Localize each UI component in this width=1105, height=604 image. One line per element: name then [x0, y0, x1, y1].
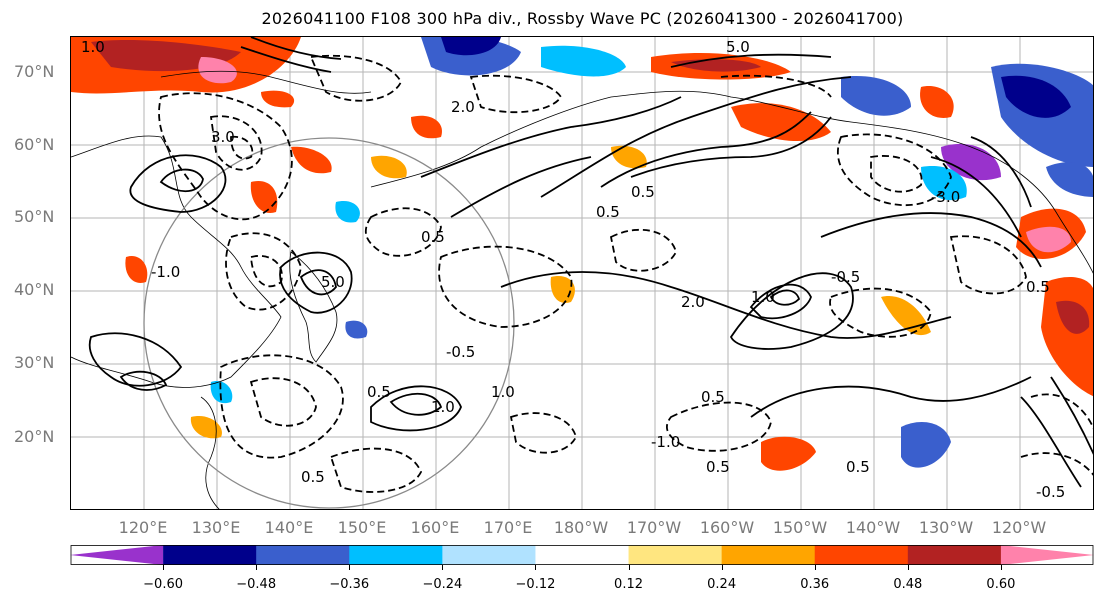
colorbar-tick-label: −0.36	[329, 577, 370, 592]
lon-label-150w: 150°W	[772, 518, 828, 537]
colorbar-cell	[256, 545, 350, 565]
contour-label: 0.5	[1026, 278, 1050, 296]
coastlines	[71, 70, 1093, 509]
colorbar-tick-mark	[1000, 565, 1002, 570]
lon-label-180w: 180°W	[553, 518, 609, 537]
colorbar-cell	[907, 545, 1002, 565]
lon-label-170w: 170°W	[626, 518, 682, 537]
lon-label-160e: 160°E	[410, 518, 460, 537]
colorbar-tick-label: 0.36	[800, 577, 830, 592]
contour-label: 1.0	[491, 383, 515, 401]
colorbar-frame	[70, 545, 1094, 565]
contour-label: 1.0	[431, 398, 455, 416]
lon-label-140w: 140°W	[845, 518, 901, 537]
colorbar-cell	[814, 545, 909, 565]
colorbar-cell	[628, 545, 723, 565]
colorbar-tick-mark	[628, 565, 630, 570]
colorbar-tick-label: 0.24	[707, 577, 737, 592]
contour-label: 2.0	[681, 293, 705, 311]
contour-label: 5.0	[726, 38, 750, 56]
contour-label: -1.0	[151, 263, 180, 281]
colorbar-tick-mark	[349, 565, 351, 570]
positive-contours	[88, 37, 1093, 488]
contour-label: 0.5	[596, 203, 620, 221]
lat-label-50n: 50°N	[14, 207, 55, 226]
contour-label: -0.5	[446, 343, 475, 361]
contour-label: -3.0	[931, 188, 960, 206]
contour-label: -0.5	[831, 268, 860, 286]
contour-label: -0.5	[1036, 483, 1065, 501]
lon-label-150e: 150°E	[337, 518, 387, 537]
map-panel: 0.5 0.5 0.5 -0.5 0.5 0.5 0.5 0.5 0.5 -0.…	[70, 36, 1094, 510]
colorbar	[70, 545, 1094, 565]
colorbar-cell	[535, 545, 630, 565]
contour-label-group: 0.5 0.5 0.5 -0.5 0.5 0.5 0.5 0.5 0.5 -0.…	[81, 38, 1065, 501]
contour-label: 0.5	[846, 458, 870, 476]
divergence-shading	[71, 37, 1093, 471]
lat-label-60n: 60°N	[14, 135, 55, 154]
colorbar-tick-mark	[814, 565, 816, 570]
colorbar-tick-label: 0.12	[614, 577, 644, 592]
contour-label: 2.0	[451, 98, 475, 116]
colorbar-tick-label: −0.48	[236, 577, 277, 592]
colorbar-tick-label: 0.60	[986, 577, 1016, 592]
lon-label-130e: 130°E	[191, 518, 241, 537]
colorbar-tick-label: −0.24	[422, 577, 463, 592]
contour-label: 1.0	[81, 38, 105, 56]
contour-label: 0.5	[631, 183, 655, 201]
colorbar-tick-mark	[535, 565, 537, 570]
colorbar-cell	[70, 545, 164, 565]
contour-label: 5.0	[321, 273, 345, 291]
lon-label-170e: 170°E	[483, 518, 533, 537]
lon-label-140e: 140°E	[264, 518, 314, 537]
colorbar-cell	[349, 545, 443, 565]
colorbar-tick-mark	[721, 565, 723, 570]
contour-label: -1.0	[651, 433, 680, 451]
colorbar-tick-label: −0.60	[143, 577, 183, 592]
contour-label: 0.5	[706, 458, 730, 476]
reference-circle	[143, 137, 515, 509]
colorbar-cell	[1000, 545, 1094, 565]
lon-label-120w: 120°W	[991, 518, 1047, 537]
colorbar-cell	[163, 545, 257, 565]
graticule	[71, 37, 1093, 509]
lon-label-120e: 120°E	[118, 518, 168, 537]
lat-label-70n: 70°N	[14, 62, 55, 81]
colorbar-cell	[442, 545, 536, 565]
map-canvas: 0.5 0.5 0.5 -0.5 0.5 0.5 0.5 0.5 0.5 -0.…	[71, 37, 1093, 509]
lat-label-40n: 40°N	[14, 280, 55, 299]
lon-label-160w: 160°W	[699, 518, 755, 537]
contour-label: 3.0	[211, 128, 235, 146]
contour-label: 0.5	[367, 383, 391, 401]
contour-label: 0.5	[421, 228, 445, 246]
negative-contours	[158, 54, 1093, 493]
colorbar-tick-label: −0.12	[515, 577, 556, 592]
contour-label: 0.5	[301, 468, 325, 486]
colorbar-cells	[70, 545, 1094, 565]
colorbar-tick-mark	[256, 565, 258, 570]
colorbar-tick-mark	[907, 565, 909, 570]
lon-label-130w: 130°W	[918, 518, 974, 537]
lat-label-30n: 30°N	[14, 353, 55, 372]
figure-title: 2026041100 F108 300 hPa div., Rossby Wav…	[261, 9, 904, 28]
colorbar-tick-mark	[163, 565, 165, 570]
contour-label: 1.0	[751, 288, 775, 306]
contour-label: 0.5	[701, 388, 725, 406]
colorbar-tick-label: 0.48	[893, 577, 923, 592]
lat-label-20n: 20°N	[14, 427, 55, 446]
colorbar-tick-mark	[442, 565, 444, 570]
colorbar-cell	[721, 545, 816, 565]
